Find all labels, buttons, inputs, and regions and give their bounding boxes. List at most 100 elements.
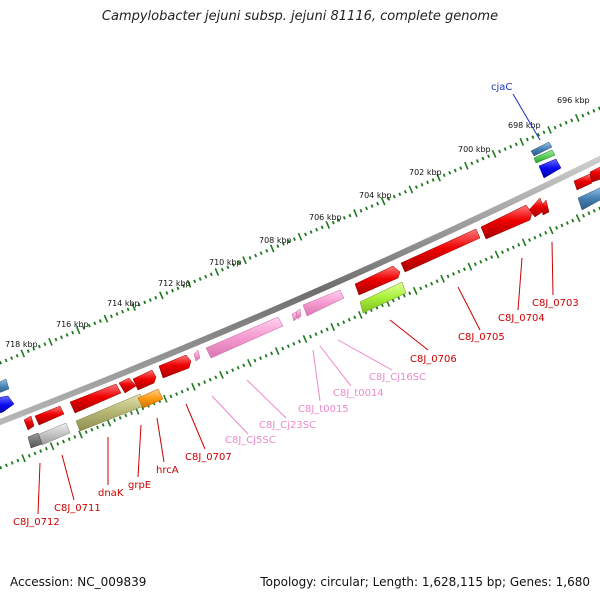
outer-scale-tick-102 <box>559 123 563 127</box>
outer-scale-tick-38 <box>204 274 208 279</box>
outer-scale-tick-74 <box>403 190 407 194</box>
label-c8j-0712[interactable]: C8J_0712 <box>13 517 60 528</box>
feature-c8j-0704[interactable] <box>528 197 546 218</box>
feature-blue-left[interactable] <box>0 395 15 414</box>
feature-steel-left[interactable] <box>0 378 10 394</box>
label-c8j-0706[interactable]: C8J_0706 <box>410 354 457 365</box>
inner-scale-tick-56 <box>309 334 313 339</box>
feature-c8j-0712-cds[interactable] <box>23 415 35 431</box>
label-c8j-t0014[interactable]: C8J_t0014 <box>333 388 384 399</box>
inner-scale-tick-80 <box>440 274 445 283</box>
feature-silver-block[interactable] <box>38 422 71 446</box>
ruler-label-698: 698 kbp <box>508 121 541 130</box>
feature-c8j-0706[interactable] <box>400 228 481 273</box>
feature-orange-block[interactable] <box>137 388 164 409</box>
gene-labels: C8J_0712 C8J_0711 dnaK grpE hrcA C8J_070… <box>13 82 579 528</box>
feature-dark-block[interactable] <box>27 432 43 449</box>
inner-scale-tick-37 <box>203 380 207 384</box>
inner-scale-tick-45 <box>247 358 252 367</box>
label-c8j-cj5sc[interactable]: C8J_Cj5SC <box>225 435 276 446</box>
outer-scale-tick-31 <box>165 291 169 295</box>
leader-c8j-cj23sc <box>246 379 287 419</box>
feature-red-a[interactable] <box>354 265 401 296</box>
feature-c8j-0707[interactable] <box>158 354 192 379</box>
inner-scale-tick-11 <box>56 442 60 446</box>
feature-c8j-0705[interactable] <box>480 204 533 240</box>
outer-scale-tick-91 <box>498 149 502 154</box>
inner-scale-tick-59 <box>325 327 329 332</box>
inner-scale-tick-35 <box>191 382 196 391</box>
outer-scale-tick-61 <box>331 220 335 225</box>
label-cjac[interactable]: cjaC <box>491 82 512 93</box>
outer-scale-tick-75 <box>408 185 414 194</box>
label-c8j-0703[interactable]: C8J_0703 <box>532 298 579 309</box>
feature-green-block[interactable] <box>359 281 407 314</box>
inner-scale-tick-93 <box>511 245 515 250</box>
feature-c8j-t0015[interactable] <box>291 311 298 322</box>
outer-scale-tick-58 <box>315 227 319 232</box>
label-c8j-cj16sc[interactable]: C8J_Cj16SC <box>369 372 426 383</box>
outer-scale-tick-37 <box>198 277 202 281</box>
outer-scale-tick-32 <box>170 288 174 293</box>
leader-c8j-0704 <box>517 257 523 311</box>
feature-hrca-cds[interactable] <box>132 369 157 391</box>
inner-scale-tick-78 <box>430 281 434 286</box>
inner-scale-tick-75 <box>412 286 418 295</box>
outer-scale-tick-44 <box>237 260 241 265</box>
leader-c8j-0703 <box>551 241 554 296</box>
inner-scale-tick-8 <box>39 449 43 453</box>
inner-scale-tick-71 <box>391 298 395 303</box>
inner-scale-tick-50 <box>274 346 280 356</box>
label-c8j-t0015[interactable]: C8J_t0015 <box>298 404 349 415</box>
feature-c8j-cj16sc[interactable] <box>302 289 345 317</box>
label-c8j-0711[interactable]: C8J_0711 <box>54 503 101 514</box>
outer-scale-tick-52 <box>281 241 285 246</box>
inner-scale-tick-99 <box>544 230 548 235</box>
feature-steel-right[interactable] <box>577 186 600 211</box>
inner-scale-tick-9 <box>44 446 48 451</box>
inner-scale-tick-2 <box>4 463 8 468</box>
feature-red-right-2[interactable] <box>589 165 600 183</box>
outer-scale-tick-57 <box>309 230 313 234</box>
feature-cjac-green[interactable] <box>533 149 556 164</box>
outer-scale-tick-30 <box>159 291 164 300</box>
label-hrca[interactable]: hrcA <box>156 465 179 476</box>
label-grpe[interactable]: grpE <box>128 480 151 491</box>
feature-c8j-cj5sc[interactable] <box>193 349 201 362</box>
inner-scale-tick-73 <box>402 293 406 298</box>
outer-scale-tick-98 <box>536 132 540 137</box>
leader-cjac <box>512 93 541 141</box>
feature-c8j-0711-cds[interactable] <box>34 405 65 426</box>
inner-scale-tick-86 <box>473 262 477 267</box>
outer-scale-tick-59 <box>320 225 324 230</box>
inner-scale-tick-103 <box>565 221 569 225</box>
outer-scale-tick-78 <box>426 180 430 185</box>
inner-scale-tick-49 <box>270 351 274 356</box>
label-c8j-0705[interactable]: C8J_0705 <box>458 332 505 343</box>
outer-scale-tick-88 <box>481 156 485 161</box>
outer-scale-tick-53 <box>287 239 291 244</box>
outer-scale-tick-36 <box>193 279 197 284</box>
outer-scale-tick-27 <box>143 300 147 305</box>
outer-scale-tick-42 <box>226 265 230 270</box>
feature-cjac[interactable] <box>530 141 553 157</box>
label-dnak[interactable]: dnaK <box>98 488 124 499</box>
label-c8j-0707[interactable]: C8J_0707 <box>185 452 232 463</box>
label-c8j-0704[interactable]: C8J_0704 <box>498 313 545 324</box>
ruler-label-712: 712 kbp <box>158 279 191 288</box>
feature-c8j-t0014[interactable] <box>295 308 302 320</box>
outer-scale-tick-21 <box>109 314 113 319</box>
inner-scale-tick-79 <box>435 279 439 284</box>
outer-scale-tick-56 <box>304 232 308 237</box>
inner-scale-tick-19 <box>101 423 105 427</box>
feature-c8j-cj23sc[interactable] <box>205 316 284 359</box>
feature-grpe-cds[interactable] <box>118 377 137 394</box>
feature-blue-right[interactable] <box>538 158 562 179</box>
label-c8j-cj23sc[interactable]: C8J_Cj23SC <box>259 420 316 431</box>
leader-c8j-cj5sc <box>211 395 249 435</box>
inner-scale-tick-72 <box>397 296 401 300</box>
inner-scale-tick-81 <box>446 274 450 279</box>
feature-dnak-cds[interactable] <box>69 383 122 414</box>
feature-red-right-1[interactable] <box>573 173 593 191</box>
outer-scale-tick-87 <box>475 159 479 163</box>
